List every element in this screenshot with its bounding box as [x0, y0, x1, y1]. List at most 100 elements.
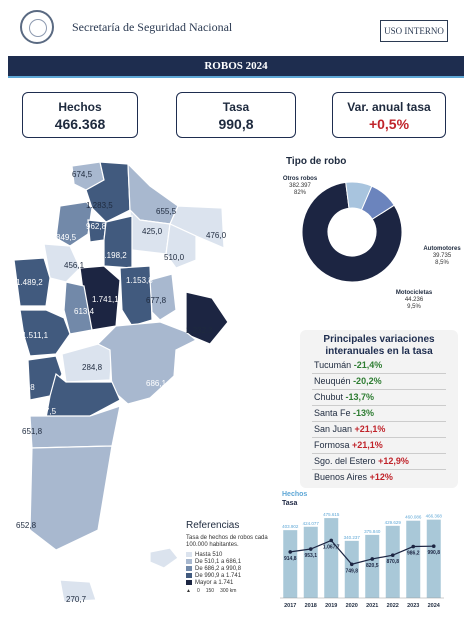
variaciones-title: Principales variaciones interanuales en … — [323, 334, 435, 357]
divider — [312, 437, 446, 438]
hechos-tasa-chart: Hechos Tasa 403.902 2017 424.077 2018 475.615 2… — [280, 491, 444, 609]
legend-swatch — [186, 566, 192, 571]
legend-item: De 510,1 a 686,1 — [186, 558, 286, 565]
province-santa-cruz — [29, 445, 113, 551]
map-label: 270,7 — [66, 595, 87, 604]
tipo-robo-donut — [301, 181, 403, 283]
scale-tick: 0 — [196, 588, 200, 594]
map-legend: Referencias Tasa de hechos de robos cada… — [186, 520, 286, 594]
map-label: 677,8 — [146, 296, 167, 305]
province-sgo-estero — [103, 215, 133, 269]
legend-description: Tasa de hechos de robos cada 100.000 hab… — [186, 535, 268, 548]
x-tick-label: 2017 — [284, 603, 296, 609]
legend-item: De 686,2 a 990,8 — [186, 565, 286, 572]
divider — [312, 453, 446, 454]
national-seal-logo — [20, 10, 54, 44]
tasa-point — [390, 553, 395, 557]
bar-label: 460.086 — [405, 515, 422, 520]
tipo-robo-title: Tipo de robo — [286, 156, 347, 167]
map-label: 927,5 — [36, 407, 57, 416]
map-label: 655,5 — [156, 207, 177, 216]
legend-item-label: De 990,9 a 1.741 — [195, 572, 242, 579]
tasa-label: 820,5 — [366, 563, 379, 569]
map-label: 686,1 — [146, 379, 167, 388]
north-arrow-icon: ▲ — [186, 588, 191, 594]
variacion-value: +21,1% — [354, 424, 386, 434]
variacion-province: Neuquén — [314, 376, 351, 386]
scale-tick: 150 — [205, 588, 215, 594]
kpi-label: Var. anual tasa — [347, 100, 431, 114]
legend-swatch — [186, 573, 192, 578]
variacion-item: Tucumán -21,4% — [314, 360, 382, 370]
legend-item-label: De 510,1 a 686,1 — [195, 558, 242, 565]
tasa-point — [411, 544, 416, 549]
tasa-label: 1.067,7 — [323, 544, 340, 550]
map-label: 425,0 — [142, 227, 163, 236]
variacion-value: -13% — [353, 408, 375, 418]
x-tick-label: 2024 — [428, 603, 441, 609]
tasa-point — [329, 538, 334, 543]
uso-interno-badge: USO INTERNO — [380, 20, 448, 42]
slice-pct: 9,5% — [407, 304, 421, 310]
slice-name: Motocicletas — [395, 290, 433, 296]
variacion-item: San Juan +21,1% — [314, 424, 385, 434]
legend-item: Mayor a 1.741 — [186, 579, 286, 586]
bar-label: 466.368 — [426, 514, 443, 519]
kpi-value: +0,5% — [368, 116, 410, 132]
bar-hechos — [365, 534, 380, 598]
province-misiones — [169, 205, 225, 249]
legend-title: Referencias — [186, 520, 240, 531]
bar-hechos — [283, 530, 298, 598]
kpi-label: Hechos — [58, 100, 102, 114]
malvinas-islands — [149, 547, 179, 569]
map-label: 651,8 — [22, 427, 43, 436]
tasa-point — [288, 550, 293, 554]
donut-label-automotores: Automotores 39.735 8,5% — [420, 246, 464, 267]
legend-tasa: Tasa — [282, 500, 298, 507]
bar-hechos — [344, 540, 359, 598]
divider — [312, 389, 446, 390]
variacion-value: -20,2% — [353, 376, 382, 386]
map-label: 284,8 — [82, 363, 103, 372]
kpi-hechos: Hechos 466.368 — [22, 92, 138, 138]
legend-swatch — [186, 580, 192, 585]
kpi-value: 466.368 — [54, 116, 106, 132]
variacion-item: Neuquén -20,2% — [314, 376, 382, 386]
province-corrientes — [165, 223, 197, 269]
tasa-point — [308, 547, 313, 551]
kpi-var-anual: Var. anual tasa +0,5% — [332, 92, 446, 138]
province-rio-negro — [45, 372, 121, 419]
tasa-point — [370, 557, 375, 561]
map-scale: ▲ 0 150 300 km — [186, 588, 286, 594]
tasa-line — [290, 539, 434, 565]
variacion-value: -13,7% — [345, 392, 375, 402]
map-label: 849,5 — [56, 233, 77, 242]
variaciones-panel: Principales variaciones interanuales en … — [300, 330, 458, 488]
scale-tick: 300 km — [220, 588, 237, 594]
x-tick-label: 2021 — [366, 603, 378, 609]
donut-label-otros: Otros robos 382.397 82% — [282, 176, 318, 197]
province-map: 674,5 1.283,5 655,5 849,5 962,8 425,0 47… — [8, 161, 229, 604]
legend-item: Hasta 510 — [186, 551, 286, 558]
legend-item-label: De 686,2 a 990,8 — [195, 565, 242, 572]
variacion-province: Sgo. del Estero — [314, 456, 376, 466]
tasa-label: 870,8 — [386, 559, 399, 565]
bar-hechos — [406, 520, 421, 598]
kpi-tasa: Tasa 990,8 — [176, 92, 296, 138]
variacion-province: Chubut — [314, 392, 344, 402]
bar-hechos — [426, 519, 441, 598]
header: Secretaría de Seguridad Nacional USO INT… — [0, 0, 472, 56]
slice-value: 39.735 — [432, 253, 452, 259]
map-label: 962,8 — [86, 222, 107, 231]
tasa-label: 990,8 — [427, 550, 440, 556]
slice-value: 44.236 — [404, 297, 424, 303]
variacion-province: Tucumán — [314, 360, 352, 370]
slice-pct: 82% — [293, 190, 306, 196]
divider — [312, 405, 446, 406]
bar-hechos — [303, 526, 318, 598]
x-tick-label: 2019 — [325, 603, 337, 609]
province-santa-fe — [119, 265, 153, 327]
legend-swatch — [186, 559, 192, 564]
variacion-item: Sgo. del Estero +12,9% — [314, 456, 409, 466]
variacion-province: Santa Fe — [314, 408, 351, 418]
